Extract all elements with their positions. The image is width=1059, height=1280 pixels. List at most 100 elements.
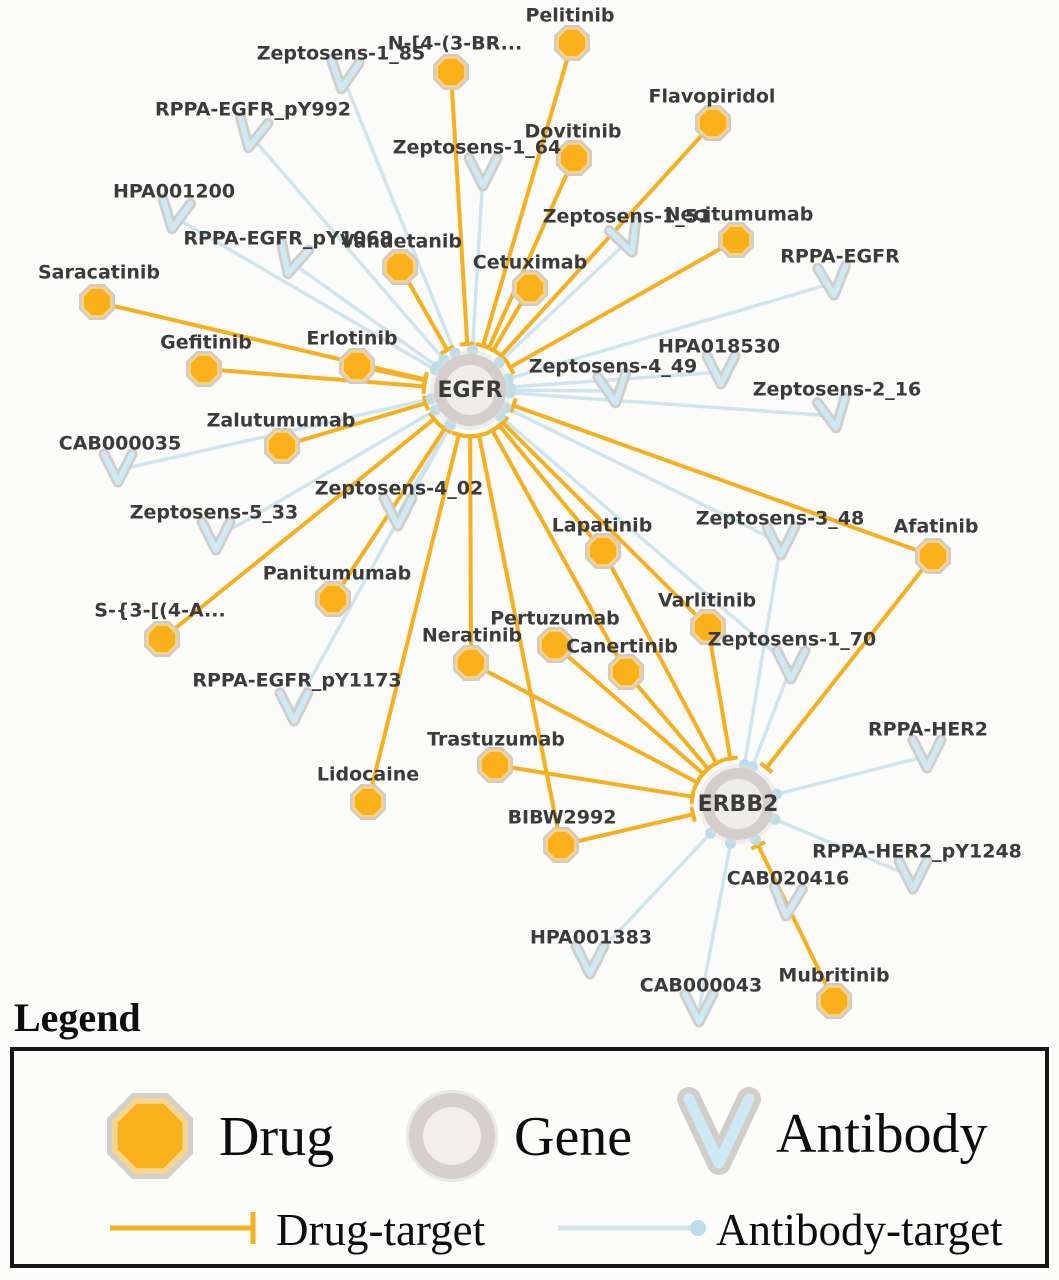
antibody-target-edge (470, 173, 485, 351)
antibody-node-rppa_her2[interactable] (907, 734, 947, 774)
drug-node-lidocaine[interactable] (349, 783, 387, 821)
antibody-chevron-icon (677, 1087, 761, 1175)
antibody-node-cab000035[interactable] (98, 448, 138, 488)
gene-node-egfr[interactable] (430, 350, 510, 430)
node-label: Zeptosens-2_16 (753, 379, 921, 401)
drug-edge-tbar (421, 372, 429, 389)
drug-node-s3_4a[interactable] (143, 620, 181, 658)
antibody-node-zeptosens_1_51[interactable] (603, 215, 645, 258)
node-label: RPPA-EGFR_pY992 (155, 99, 351, 121)
drug-target-edge (494, 763, 693, 799)
drug-target-edge-icon (110, 1212, 256, 1244)
antibody-node-rppa_egfr_py1173[interactable] (274, 687, 314, 727)
antibody-node-zeptosens_1_85[interactable] (325, 53, 365, 95)
node-label: RPPA-EGFR (780, 246, 900, 268)
drug-edge-tbar (750, 840, 766, 851)
drug-target-edge (490, 429, 628, 673)
antibody-node-rppa_her2_py1248[interactable] (893, 855, 933, 895)
antibody-edge-endpoint-dot (725, 837, 737, 849)
antibody-target-edge (509, 370, 722, 389)
antibody-node-zeptosens_1_64[interactable] (463, 152, 503, 192)
node-label: Trastuzumab (427, 729, 565, 751)
drug-target-edge (486, 157, 576, 349)
drug-edge-tbar (484, 424, 500, 436)
drug-node-vandetanib[interactable] (381, 248, 419, 286)
drug-node-pelitinib[interactable] (553, 24, 591, 62)
node-label: Mubritinib (778, 965, 889, 987)
drug-edge-tbar (759, 761, 774, 775)
drug-node-n4_3br[interactable] (432, 53, 470, 91)
antibody-node-rppa_egfr_py1068[interactable] (274, 237, 315, 280)
drug-target-edge (497, 424, 605, 553)
drug-node-zalutumumab[interactable] (263, 427, 301, 465)
antibody-node-rppa_egfr_py992[interactable] (235, 111, 274, 154)
antibody-node-cab020416[interactable] (768, 881, 808, 922)
drug-target-edge (560, 812, 694, 847)
drug-node-erlotinib[interactable] (338, 347, 376, 385)
drug-target-edge (706, 626, 733, 759)
drug-node-lapatinib[interactable] (584, 532, 622, 570)
antibody-node-zeptosens_4_49[interactable] (592, 367, 632, 409)
drug-node-saracatinib[interactable] (78, 283, 116, 321)
drug-node-mubritinib[interactable] (815, 982, 853, 1020)
gene-node-erbb2[interactable] (698, 764, 778, 844)
node-label: Flavopiridol (649, 86, 776, 108)
drug-node-neratinib[interactable] (452, 644, 490, 682)
drug-node-canertinib[interactable] (607, 653, 645, 691)
drug-target-edge (470, 661, 699, 785)
drug-edge-tbar (437, 422, 453, 435)
antibody-edge-endpoint-dot (425, 393, 437, 405)
antibody-edge-endpoint-dot (705, 827, 717, 839)
drug-edge-tbar (439, 344, 455, 356)
drug-node-flavopiridol[interactable] (694, 104, 732, 142)
node-label: Cetuximab (473, 252, 587, 274)
drug-node-dovitinib[interactable] (555, 139, 593, 177)
antibody-node-hpa001383[interactable] (570, 940, 610, 980)
nodes (78, 24, 952, 1028)
drug-target-edge (203, 367, 425, 389)
antibody-node-cab000043[interactable] (679, 988, 719, 1028)
antibody-target-edge (509, 391, 835, 418)
antibody-target-edge (173, 215, 437, 372)
node-label: HPA001200 (113, 181, 235, 203)
drug-target-edge (449, 71, 470, 345)
antibody-edge-endpoint-dot (494, 410, 506, 422)
gene-label: EGFR (437, 378, 502, 403)
gene-circle-icon (406, 1090, 498, 1182)
drug-node-gefitinib[interactable] (185, 350, 223, 388)
antibody-node-zeptosens_5_33[interactable] (196, 516, 236, 556)
antibody-node-zeptosens_3_48[interactable] (761, 521, 801, 561)
antibody-node-zeptosens_4_02[interactable] (378, 492, 418, 532)
edge-endpoints (421, 341, 783, 851)
antibody-node-hpa001200[interactable] (157, 193, 197, 235)
drug-node-trastuzumab[interactable] (476, 746, 514, 784)
antibody-node-hpa018530[interactable] (701, 350, 741, 390)
antibody-target-edges (117, 76, 928, 1011)
antibody-edge-endpoint-dot (504, 387, 516, 399)
node-label: S-{3-[(4-A... (94, 600, 225, 622)
drug-target-edge (366, 434, 461, 803)
drug-node-necitumumab[interactable] (717, 221, 755, 259)
drug-node-pertuzumab[interactable] (536, 626, 574, 664)
node-label: Neratinib (422, 625, 522, 647)
node-label: Zeptosens-1_70 (708, 629, 876, 651)
node-label: CAB000043 (640, 975, 762, 997)
node-label: RPPA-EGFR_pY1173 (192, 670, 401, 692)
antibody-target-edge (697, 842, 733, 1011)
drug-edge-tbar (689, 806, 697, 823)
node-label: RPPA-HER2 (868, 719, 988, 741)
drug-node-cetuximab[interactable] (511, 269, 549, 307)
drug-node-bibw2992[interactable] (542, 826, 580, 864)
antibody-target-edge (292, 424, 453, 710)
drug-node-panitumumab[interactable] (314, 580, 352, 618)
drug-target-edge (499, 121, 715, 358)
antibody-node-rppa_egfr[interactable] (812, 260, 852, 301)
antibody-node-zeptosens_1_70[interactable] (771, 645, 811, 685)
antibody-node-zeptosens_2_16[interactable] (811, 392, 851, 434)
drug-node-afatinib[interactable] (914, 537, 952, 575)
drug-node-varlitinib[interactable] (689, 608, 727, 646)
antibody-target-edge (499, 414, 793, 669)
antibody-edge-endpoint-dot (431, 361, 443, 373)
